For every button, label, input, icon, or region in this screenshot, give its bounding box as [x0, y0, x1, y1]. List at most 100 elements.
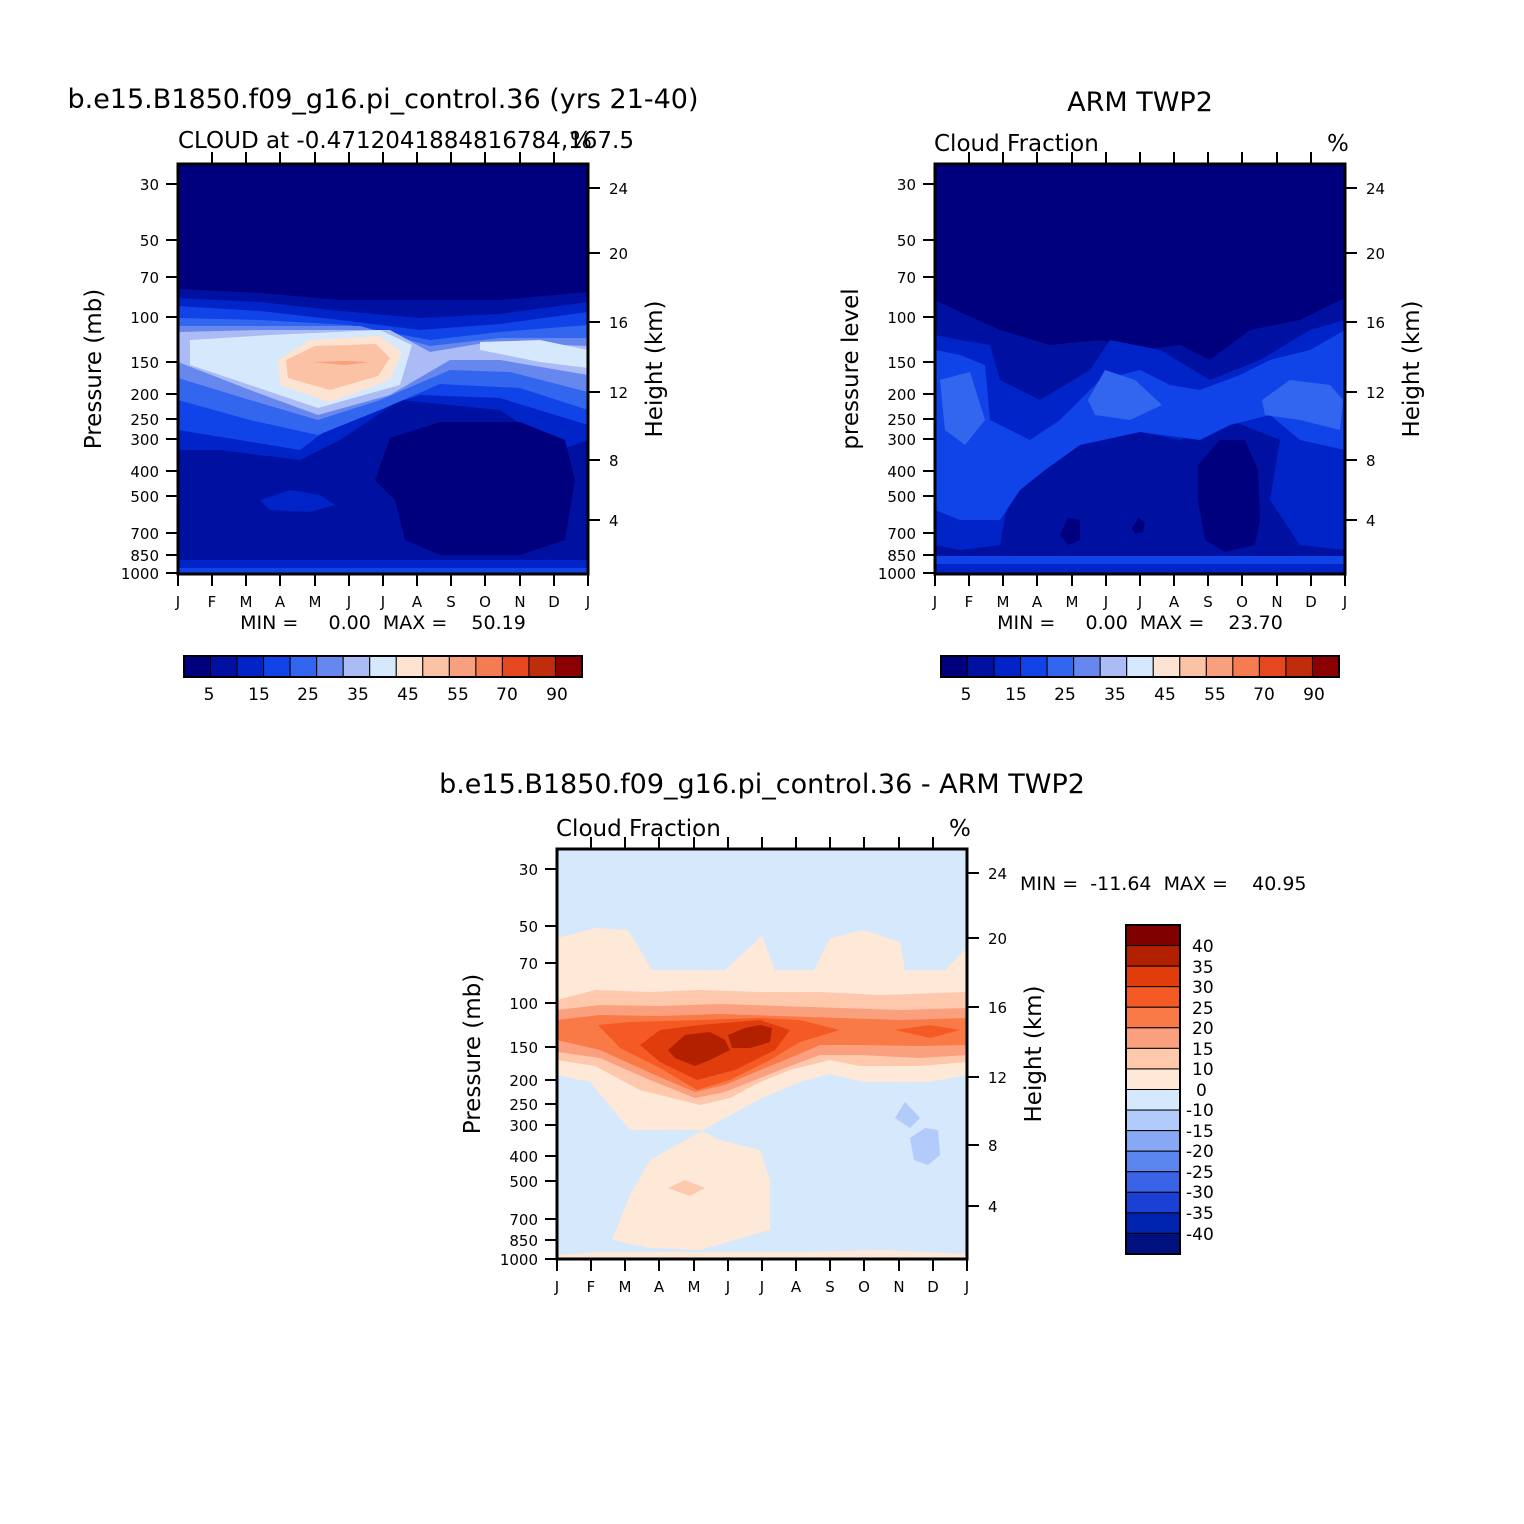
- y2-axis-label: Height (km): [642, 300, 668, 437]
- contour-fill: [935, 564, 1345, 574]
- colorbar-label: 45: [1154, 685, 1176, 705]
- x-tick-label: D: [1305, 593, 1317, 611]
- colorbar-label: 10: [1192, 1060, 1214, 1080]
- panel-model-x-ticks: J F M A M J J A S O N D J: [175, 152, 590, 611]
- y-tick-label: 500: [130, 488, 159, 506]
- panel-model-subtitle: CLOUD at -0.4712041884816784,167.5: [178, 128, 634, 154]
- contour-fill: [1132, 518, 1145, 534]
- colorbar-swatch: [967, 655, 995, 678]
- stats-text: MIN = -11.64 MAX = 40.95: [1020, 873, 1307, 895]
- y2-tick-label: 8: [988, 1137, 998, 1155]
- colorbar-swatch: [316, 655, 344, 678]
- y-tick-label: 1000: [500, 1251, 538, 1269]
- y-tick-label: 400: [887, 463, 916, 481]
- y-tick-label: 850: [130, 547, 159, 565]
- contour-fill: [940, 372, 985, 445]
- x-tick-label: J: [932, 593, 937, 611]
- y-tick-label: 250: [887, 411, 916, 429]
- colorbar-label: -20: [1186, 1142, 1214, 1162]
- y-tick-label: 300: [887, 431, 916, 449]
- x-tick-label: J: [380, 593, 385, 611]
- x-tick-label: J: [1137, 593, 1142, 611]
- colorbar-label: 25: [1192, 999, 1214, 1019]
- colorbar-swatch: [1126, 655, 1154, 678]
- y2-tick-label: 16: [988, 999, 1007, 1017]
- colorbar-swatch: [1125, 986, 1181, 1008]
- colorbar-swatch: [1125, 1232, 1181, 1255]
- colorbar-swatch: [210, 655, 238, 678]
- colorbar-swatch: [1232, 655, 1260, 678]
- contour-fill: [260, 490, 335, 512]
- contour-fill: [178, 568, 588, 574]
- colorbar-swatch: [1125, 965, 1181, 988]
- contour-fill: [1088, 370, 1162, 420]
- contour-fill: [895, 1025, 960, 1038]
- contour-fill: [557, 1250, 967, 1259]
- stats-text: MIN = 0.00 MAX = 23.70: [997, 612, 1283, 634]
- colorbar-frame: [1125, 924, 1181, 1255]
- panel-diff-title: b.e15.B1850.f09_g16.pi_control.36 - ARM …: [439, 769, 1085, 800]
- y-tick-label: 500: [509, 1173, 538, 1191]
- colorbar-swatch: [1125, 1109, 1181, 1132]
- colorbar-swatch: [1258, 655, 1287, 678]
- colorbar-label: 15: [1005, 685, 1027, 705]
- panel-obs-x-ticks: J F M A M J J A S O N D J: [932, 152, 1347, 611]
- y2-tick-marks: [588, 187, 600, 521]
- x-tick-label: J: [585, 593, 590, 611]
- x-tick-label: S: [446, 593, 456, 611]
- colorbar-swatch: [528, 655, 556, 678]
- y-tick-label: 50: [140, 232, 159, 250]
- y-tick-label: 400: [130, 463, 159, 481]
- x-tick-label: F: [965, 593, 974, 611]
- x-tick-label: M: [619, 1278, 632, 1296]
- panel-obs: ARM TWP2 Cloud Fraction % 30 50 70 100 1…: [838, 87, 1425, 705]
- colorbar-label: 35: [347, 685, 369, 705]
- y-axis-label: pressure level: [838, 288, 864, 449]
- contour-fill: [935, 330, 1345, 520]
- x-tick-label: N: [514, 593, 525, 611]
- panel-model: b.e15.B1850.f09_g16.pi_control.36 (yrs 2…: [67, 84, 698, 705]
- y-tick-label: 400: [509, 1148, 538, 1166]
- x-tick-label: M: [1066, 593, 1079, 611]
- colorbar-label: 30: [1192, 978, 1214, 998]
- colorbar-label: 25: [297, 685, 319, 705]
- colorbar-swatch: [395, 655, 424, 678]
- y-tick-label: 100: [130, 309, 159, 327]
- panel-model-title: b.e15.B1850.f09_g16.pi_control.36 (yrs 2…: [67, 84, 698, 115]
- contour-fill: [312, 361, 370, 365]
- colorbar-swatch: [940, 655, 969, 678]
- x-tick-marks: [556, 837, 968, 1271]
- x-tick-label: J: [1342, 593, 1347, 611]
- y2-tick-label: 20: [988, 930, 1007, 948]
- colorbar-swatch: [1179, 655, 1207, 678]
- x-tick-label: O: [858, 1278, 870, 1296]
- y2-tick-label: 4: [1366, 512, 1376, 530]
- colorbar-swatch: [1152, 655, 1181, 678]
- contour-fill: [910, 1128, 940, 1165]
- colorbar-label: 70: [496, 685, 518, 705]
- panel-model-colorbar: 5 15 25 35 45 55 70 90: [183, 655, 583, 705]
- panel-diff-x-ticks: J F M A M J J A S O N D J: [554, 837, 969, 1296]
- y-axis-label: Pressure (mb): [460, 974, 486, 1134]
- x-tick-label: J: [725, 1278, 730, 1296]
- x-tick-label: D: [548, 593, 560, 611]
- colorbar-swatch: [1125, 945, 1181, 967]
- y2-axis-label: Height (km): [1399, 300, 1425, 437]
- y-tick-label: 70: [897, 269, 916, 287]
- y2-tick-label: 8: [609, 452, 619, 470]
- panel-obs-title: ARM TWP2: [1067, 87, 1213, 118]
- panel-obs-y2-ticks: 24 20 16 12 8 4: [1345, 180, 1385, 530]
- colorbar-label: 0: [1196, 1081, 1207, 1101]
- y-tick-label: 500: [887, 488, 916, 506]
- y2-tick-label: 8: [1366, 452, 1376, 470]
- colorbar-swatch: [448, 655, 477, 678]
- panel-obs-units: %: [1327, 131, 1349, 157]
- colorbar-label: 35: [1192, 958, 1214, 978]
- colorbar-label: 25: [1054, 685, 1076, 705]
- x-tick-label: A: [791, 1278, 802, 1296]
- contour-fill: [728, 1025, 772, 1048]
- x-tick-label: M: [240, 593, 253, 611]
- colorbar-label: 15: [1192, 1040, 1214, 1060]
- colorbar-swatch: [289, 655, 318, 678]
- panel-model-plot-area: [176, 162, 590, 576]
